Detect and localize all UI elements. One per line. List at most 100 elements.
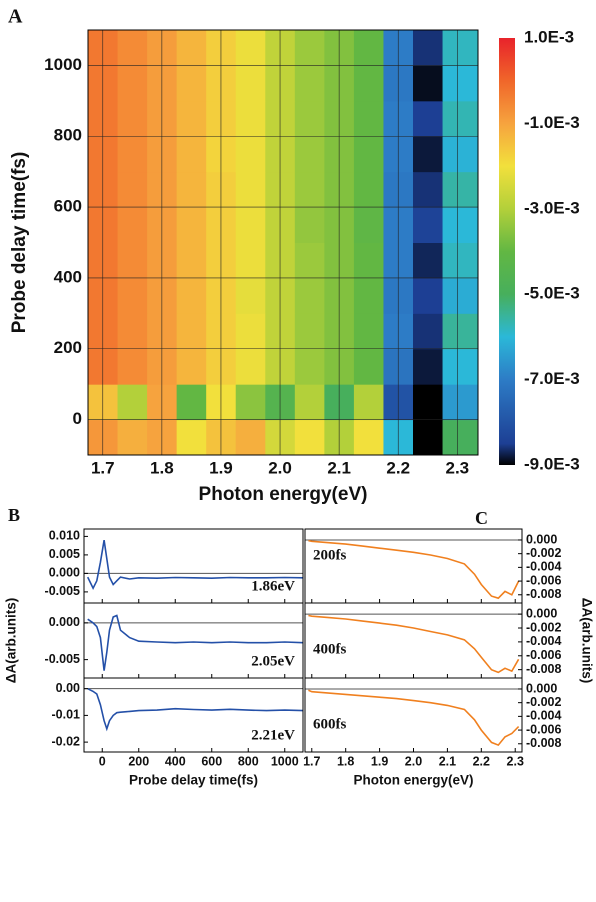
annotation: 200fs [313, 547, 346, 563]
heatmap-cell [294, 242, 325, 279]
heatmap-cell [442, 30, 479, 66]
y-tick-label: -0.008 [526, 736, 561, 750]
panel-label: A [8, 6, 23, 28]
colorbar-tick-label: -5.0E-3 [524, 284, 580, 303]
data-line [87, 687, 304, 732]
y-tick-label: -0.004 [526, 634, 561, 648]
panel-label: C [475, 508, 488, 528]
heatmap-cell [413, 171, 444, 208]
heatmap-cell [235, 419, 266, 456]
heatmap-cell [176, 384, 207, 421]
heatmap-cell [117, 171, 148, 208]
y-tick-label: 0.000 [49, 566, 80, 580]
heatmap-cell [353, 242, 384, 279]
colorbar [499, 38, 515, 465]
heatmap-cell [235, 242, 266, 279]
y-axis-label: ΔA(arb.units) [4, 598, 19, 683]
heatmap-cell [442, 171, 479, 208]
heatmap-cell [413, 277, 444, 314]
heatmap-cell [176, 313, 207, 350]
y-tick-label: -0.002 [526, 546, 561, 560]
y-tick-label: -0.02 [52, 734, 81, 748]
heatmap-cell [176, 419, 207, 456]
heatmap-cell [353, 348, 384, 385]
heatmap-cell [176, 100, 207, 137]
annotation: 1.86eV [251, 578, 295, 594]
heatmap-cell [294, 277, 325, 314]
heatmap-cell [442, 277, 479, 314]
heatmap-cell [235, 136, 266, 173]
heatmap-cell [235, 30, 266, 66]
heatmap-cell [117, 65, 148, 102]
heatmap-cell [235, 100, 266, 137]
heatmap-cell [294, 207, 325, 243]
x-axis-label: Probe delay time(fs) [129, 773, 258, 788]
heatmap-cell [413, 348, 444, 385]
y-tick-label: -0.006 [526, 648, 561, 662]
heatmap-cell [413, 313, 444, 350]
y-tick-label: 0.000 [526, 606, 557, 620]
heatmap-cell [294, 136, 325, 173]
y-tick-label: -0.006 [526, 722, 561, 736]
x-tick-label: 2.3 [507, 754, 524, 768]
x-axis-label: Photon energy(eV) [199, 484, 368, 505]
heatmap-cell [294, 419, 325, 456]
x-tick-label: 200 [128, 754, 149, 768]
colorbar-tick-label: -7.0E-3 [524, 369, 580, 388]
heatmap-cell [353, 207, 384, 243]
heatmap-cell [117, 242, 148, 279]
x-tick-label: 2.0 [405, 754, 422, 768]
heatmap-cell [442, 384, 479, 421]
heatmap-cell [294, 65, 325, 102]
y-tick-label: 0.00 [56, 681, 80, 695]
heatmap-cell [353, 30, 384, 66]
x-axis-label: Photon energy(eV) [353, 773, 473, 788]
y-tick-label: 600 [54, 197, 82, 216]
heatmap-cell [176, 242, 207, 279]
x-tick-label: 2.0 [268, 458, 292, 477]
y-axis-label: ΔA(arb.units) [579, 598, 594, 683]
heatmap-cell [117, 277, 148, 314]
heatmap-cell [117, 207, 148, 243]
x-tick-label: 1.8 [337, 754, 354, 768]
x-tick-label: 1.9 [371, 754, 388, 768]
x-tick-label: 2.1 [327, 458, 351, 477]
x-tick-label: 1.7 [303, 754, 320, 768]
heatmap-cell [235, 348, 266, 385]
panel-label: B [8, 505, 20, 525]
y-tick-label: 1000 [44, 55, 82, 74]
x-tick-label: 400 [165, 754, 186, 768]
plot-frame [87, 29, 479, 456]
heatmap-cell [353, 313, 384, 350]
y-tick-label: 400 [54, 267, 82, 286]
heatmap-cell [294, 313, 325, 350]
y-tick-label: 0.005 [49, 547, 80, 561]
heatmap-cell [353, 277, 384, 314]
x-tick-label: 2.2 [386, 458, 410, 477]
heatmap-cell [235, 207, 266, 243]
x-tick-label: 2.2 [473, 754, 490, 768]
x-tick-label: 2.3 [445, 458, 469, 477]
data-line [86, 539, 304, 591]
annotation: 2.05eV [251, 653, 295, 669]
heatmap-cell [353, 419, 384, 456]
heatmap-cell [353, 65, 384, 102]
heatmap-cell [442, 207, 479, 243]
x-tick-label: 800 [238, 754, 259, 768]
heatmap-cell [294, 30, 325, 66]
y-tick-label: -0.006 [526, 573, 561, 587]
heatmap-cell [413, 207, 444, 243]
heatmap-cell [176, 65, 207, 102]
heatmap-cell [442, 100, 479, 137]
heatmap-cell [294, 348, 325, 385]
heatmap-cell [442, 65, 479, 102]
heatmap-cell [235, 171, 266, 208]
heatmap-cell [176, 348, 207, 385]
y-tick-label: 0 [73, 409, 82, 428]
y-tick-label: 0.000 [526, 681, 557, 695]
y-tick-label: -0.008 [526, 587, 561, 601]
heatmap-cell [294, 171, 325, 208]
heatmap-cell [117, 384, 148, 421]
heatmap-cell [413, 136, 444, 173]
y-tick-label: 800 [54, 126, 82, 145]
